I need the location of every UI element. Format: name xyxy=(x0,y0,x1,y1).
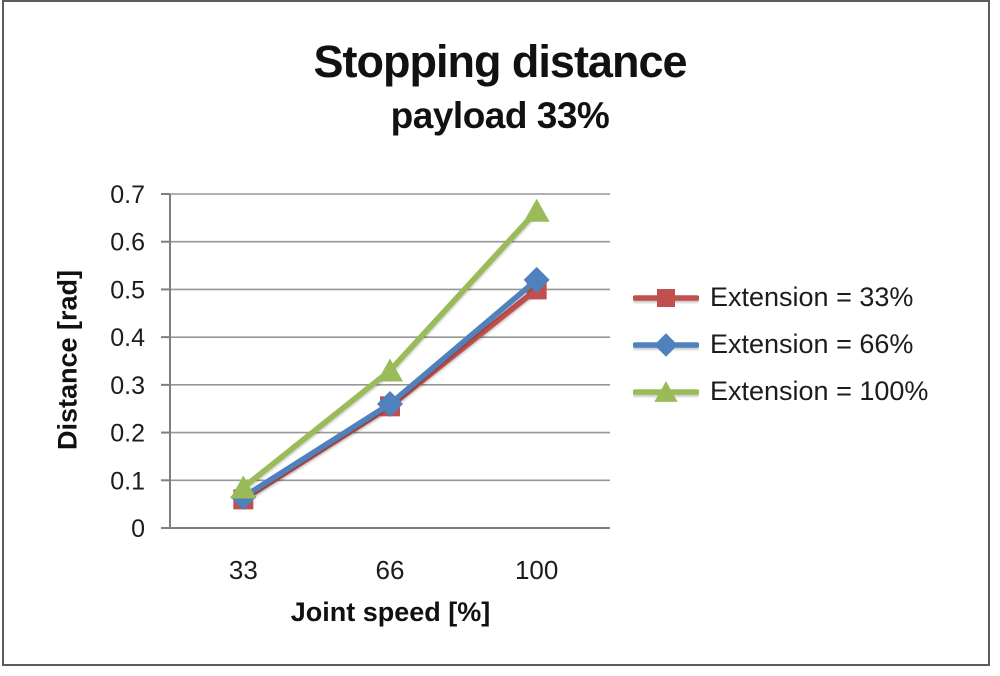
legend-item: Extension = 33% xyxy=(633,274,928,321)
legend-item: Extension = 100% xyxy=(633,368,928,415)
legend-label: Extension = 100% xyxy=(710,376,929,406)
chart-subtitle: payload 33% xyxy=(390,95,610,136)
legend-label: Extension = 66% xyxy=(710,329,914,359)
x-tick-label: 33 xyxy=(229,555,258,585)
x-tick-label: 66 xyxy=(376,555,405,585)
y-tick-label: 0.3 xyxy=(110,372,145,400)
series-line xyxy=(240,207,540,491)
data-point-marker-diamond xyxy=(523,266,550,293)
legend: Extension = 33% Extension = 66% Extension … xyxy=(633,274,928,415)
series-line xyxy=(240,277,540,500)
chart-title: Stopping distance xyxy=(313,36,687,87)
legend-item: Extension = 66% xyxy=(633,321,928,368)
y-tick-label: 0.2 xyxy=(110,420,145,448)
data-point-marker-triangle xyxy=(523,198,550,222)
legend-diamond-icon xyxy=(633,332,699,357)
legend-label: Extension = 33% xyxy=(710,282,914,312)
data-point-marker-triangle xyxy=(230,475,257,499)
data-point-marker-diamond xyxy=(654,332,678,357)
data-point-marker-diamond xyxy=(377,390,403,417)
y-tick-label: 0 xyxy=(131,515,145,543)
legend-triangle-icon xyxy=(633,380,699,402)
x-axis-title: Joint speed [%] xyxy=(290,597,491,627)
data-point-marker-triangle xyxy=(377,358,403,382)
y-tick-label: 0.5 xyxy=(110,276,145,304)
x-tick-label: 100 xyxy=(515,555,558,585)
legend-square-icon xyxy=(633,288,699,307)
y-tick-label: 0.6 xyxy=(110,229,145,257)
data-point-marker-square xyxy=(657,288,675,307)
y-tick-label: 0.1 xyxy=(110,467,145,495)
data-point-marker-triangle xyxy=(654,380,678,402)
y-tick-label: 0.7 xyxy=(110,181,145,209)
y-tick-label: 0.4 xyxy=(110,324,145,352)
